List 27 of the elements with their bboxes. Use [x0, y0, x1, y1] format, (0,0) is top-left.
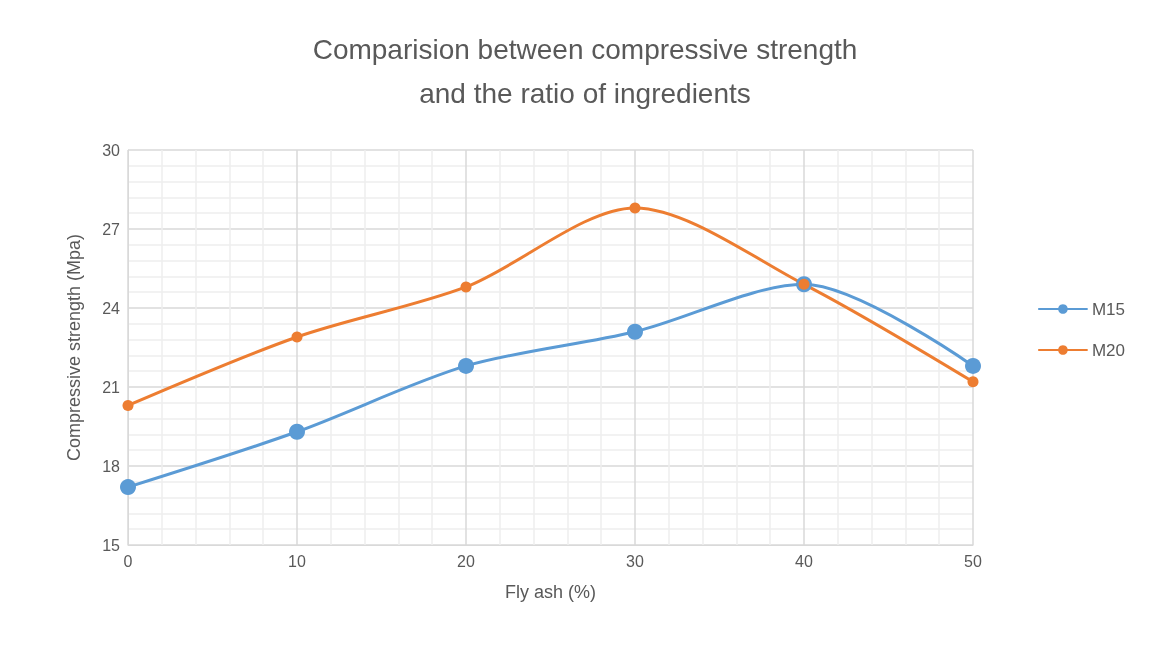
y-tick-label: 18	[102, 457, 121, 475]
point	[627, 323, 643, 340]
point	[629, 202, 641, 214]
point	[460, 281, 472, 293]
x-tick-label: 30	[626, 552, 644, 570]
y-tick-label: 15	[102, 536, 121, 554]
point	[967, 376, 979, 388]
y-tick-label: 24	[102, 299, 121, 317]
y-tick-label: 30	[102, 141, 121, 159]
chart-title: Comparision between compressive strength and the ratio of ingredients	[312, 33, 858, 109]
legend-label: M20	[1091, 340, 1126, 360]
y-tick-label: 27	[102, 220, 121, 238]
point	[120, 479, 136, 496]
point	[965, 357, 981, 374]
point	[122, 399, 134, 411]
x-tick-label: 0	[123, 552, 133, 570]
legend-label: M15	[1091, 299, 1126, 319]
x-tick-label: 20	[457, 552, 475, 570]
x-tick-label: 40	[795, 552, 813, 570]
x-tick-label: 50	[964, 552, 982, 570]
x-tick-label: 10	[288, 552, 306, 570]
y-axis-title: Compressive strength (Mpa)	[64, 233, 84, 462]
point	[289, 423, 305, 440]
point	[458, 357, 474, 374]
x-axis-title: Fly ash (%)	[504, 582, 597, 602]
y-tick-label: 21	[102, 378, 121, 396]
point	[291, 331, 303, 343]
